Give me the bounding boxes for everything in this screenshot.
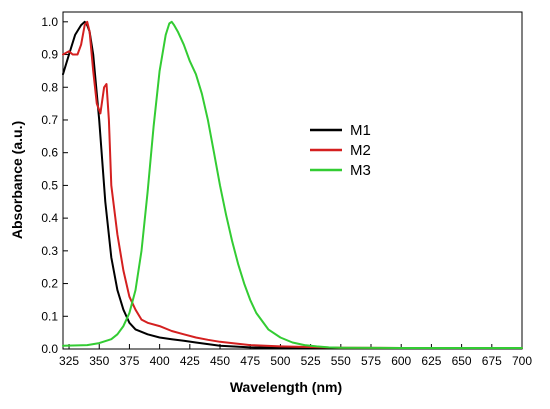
y-tick-label: 0.4 xyxy=(41,211,58,225)
y-tick-label: 0.7 xyxy=(41,113,58,127)
series-line-m2 xyxy=(62,20,523,349)
x-axis-title: Wavelength (nm) xyxy=(230,379,342,395)
legend-label-m1: M1 xyxy=(350,122,371,139)
x-tick-label: 475 xyxy=(240,354,260,368)
series-line-m3 xyxy=(62,20,523,349)
x-tick-label: 650 xyxy=(452,354,472,368)
y-axis-ticks: 0.0 0.1 0.2 0.3 0.4 0.5 0.6 0.7 0.8 0.9 1.0 xyxy=(41,15,68,356)
y-tick-label: 0.2 xyxy=(41,277,58,291)
legend: M1 M2 M3 xyxy=(310,122,371,179)
y-axis-title: Absorbance (a.u.) xyxy=(9,121,25,239)
x-tick-label: 600 xyxy=(391,354,411,368)
y-tick-label: 0.1 xyxy=(41,309,58,323)
y-tick-label: 0.8 xyxy=(41,80,58,94)
x-tick-label: 500 xyxy=(270,354,290,368)
y-tick-label: 0.5 xyxy=(41,178,58,192)
x-tick-label: 575 xyxy=(361,354,381,368)
y-tick-label: 0.6 xyxy=(41,146,58,160)
x-axis-ticks: 325 350 375 400 425 450 475 500 525 550 575 600 625 6… xyxy=(59,344,532,368)
y-tick-label: 0.0 xyxy=(41,342,58,356)
legend-label-m3: M3 xyxy=(350,162,371,179)
series-line-m1 xyxy=(62,20,523,350)
x-tick-label: 325 xyxy=(59,354,79,368)
x-tick-label: 675 xyxy=(482,354,502,368)
legend-label-m2: M2 xyxy=(350,142,371,159)
x-tick-label: 525 xyxy=(301,354,321,368)
y-tick-label: 0.9 xyxy=(41,48,58,62)
x-tick-label: 700 xyxy=(512,354,532,368)
x-tick-label: 450 xyxy=(210,354,230,368)
x-tick-label: 350 xyxy=(89,354,109,368)
plot-frame xyxy=(62,11,523,350)
series-lines xyxy=(62,20,523,350)
x-tick-label: 550 xyxy=(331,354,351,368)
x-tick-label: 400 xyxy=(150,354,170,368)
x-tick-label: 425 xyxy=(180,354,200,368)
x-tick-label: 375 xyxy=(119,354,139,368)
y-tick-label: 0.3 xyxy=(41,244,58,258)
x-tick-label: 625 xyxy=(421,354,441,368)
y-tick-label: 1.0 xyxy=(41,15,58,29)
